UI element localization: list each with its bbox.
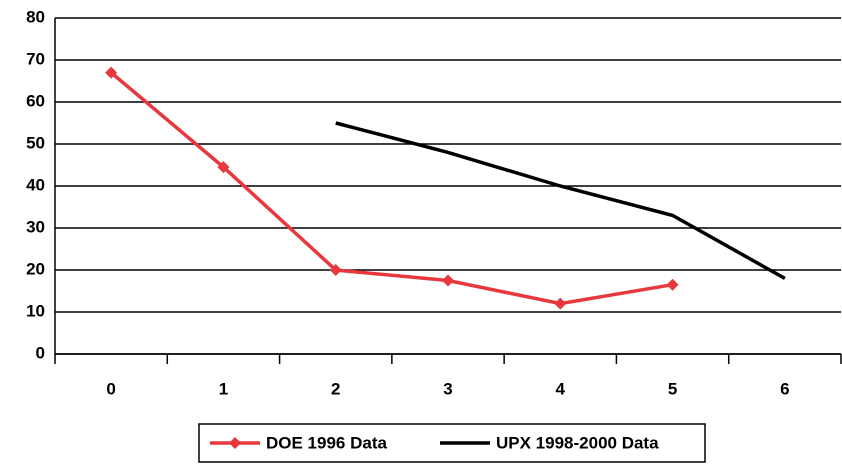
legend-label: DOE 1996 Data: [266, 433, 387, 452]
y-tick-label: 80: [26, 7, 45, 26]
x-tick-label: 3: [443, 379, 452, 398]
x-tick-label: 5: [668, 379, 677, 398]
y-tick-label: 40: [26, 175, 45, 194]
y-tick-label: 70: [26, 49, 45, 68]
x-tick-label: 4: [556, 379, 566, 398]
y-tick-label: 0: [36, 343, 45, 362]
series-line: [335, 121, 786, 280]
series-line: [110, 71, 673, 306]
point-marker: [666, 278, 679, 291]
point-marker: [217, 161, 230, 174]
x-tick-label: 2: [331, 379, 340, 398]
y-tick-label: 30: [26, 217, 45, 236]
x-tick-label: 1: [219, 379, 228, 398]
x-tick-label: 0: [106, 379, 115, 398]
y-tick-label: 20: [26, 259, 45, 278]
point-marker: [105, 66, 118, 79]
point-marker: [554, 297, 567, 310]
point-marker: [329, 264, 342, 276]
legend-marker: [229, 437, 241, 449]
y-tick-label: 60: [26, 91, 45, 110]
legend-label: UPX 1998-2000 Data: [496, 433, 659, 452]
point-marker: [442, 274, 454, 287]
y-tick-label: 50: [26, 133, 45, 152]
x-tick-label: 6: [780, 379, 789, 398]
y-tick-label: 10: [26, 301, 45, 320]
